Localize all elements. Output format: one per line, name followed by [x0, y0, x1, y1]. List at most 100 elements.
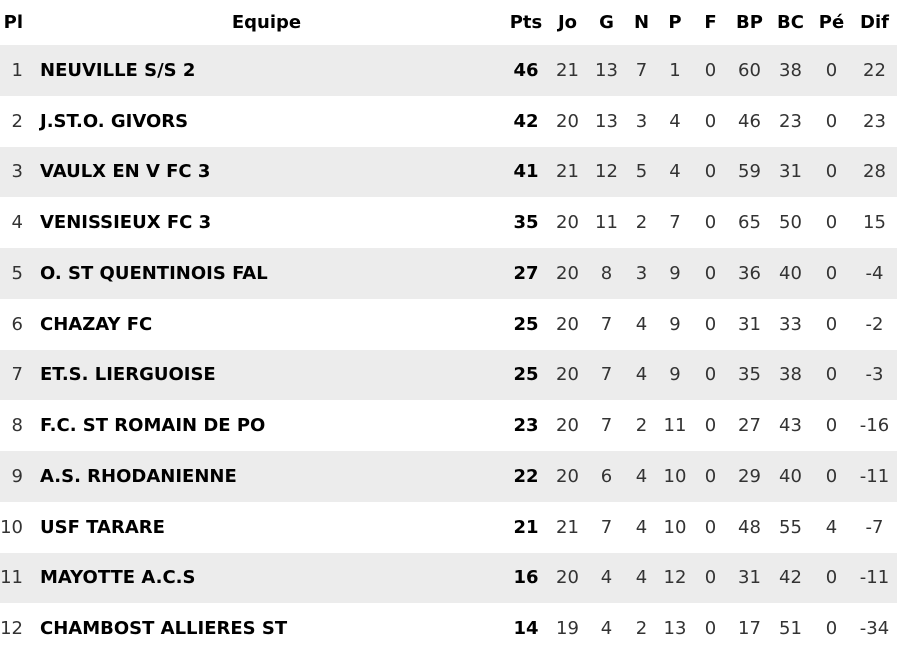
cell-jo: 20: [556, 212, 579, 234]
cell-n: 4: [635, 567, 648, 589]
cell-jo: 20: [556, 364, 579, 386]
cell-dif: 22: [863, 59, 886, 81]
team-name: O. ST QUENTINOIS FAL: [40, 262, 268, 284]
cell-jo: 20: [556, 262, 579, 284]
column-header-dif: Dif: [860, 12, 889, 33]
cell-p: 4: [669, 161, 681, 183]
cell-f: 0: [704, 465, 717, 487]
team-name: J.ST.O. GIVORS: [40, 110, 189, 132]
table-row: 3 VAULX EN V FC 3 41 21 12 5 4 0 59 31 0 28: [0, 146, 897, 198]
standings-rows: 1 NEUVILLE S/S 2 46 21 13 7 1 0 60 38 0 22 2 J.ST.O. …: [0, 45, 897, 654]
cell-p: 9: [669, 262, 681, 284]
table-row: 6 CHAZAY FC 25 20 7 4 9 0 31 33 0 -2: [0, 298, 897, 350]
cell-pl: 1: [11, 59, 23, 81]
cell-p: 4: [669, 110, 681, 132]
cell-pl: 5: [11, 262, 23, 284]
cell-bp: 36: [738, 262, 761, 284]
cell-pl: 11: [0, 567, 23, 589]
table-row: 5 O. ST QUENTINOIS FAL 27 20 8 3 9 0 36 40 0 -4: [0, 248, 897, 299]
cell-p: 11: [663, 415, 687, 437]
cell-bp: 59: [738, 161, 761, 183]
cell-pl: 7: [11, 364, 23, 386]
cell-g: 6: [600, 465, 613, 487]
cell-pts: 42: [513, 110, 539, 132]
cell-g: 7: [600, 415, 613, 437]
cell-p: 9: [669, 364, 681, 386]
cell-pts: 25: [513, 364, 539, 386]
cell-pe: 0: [825, 59, 838, 81]
table-row: 12 CHAMBOST ALLIERES ST 14 19 4 2 13 0 17 51 0 -34: [0, 603, 897, 654]
column-header-n: N: [633, 12, 650, 33]
column-header-pe: Pé: [818, 12, 845, 33]
cell-dif: -3: [865, 364, 884, 386]
cell-p: 9: [669, 313, 681, 335]
cell-n: 4: [635, 313, 648, 335]
cell-dif: -11: [859, 465, 890, 487]
cell-jo: 21: [556, 516, 579, 538]
team-name: CHAZAY FC: [40, 313, 153, 335]
cell-bc: 23: [779, 110, 802, 132]
cell-bp: 35: [738, 364, 761, 386]
cell-bp: 17: [738, 618, 761, 640]
cell-bc: 33: [779, 313, 802, 335]
cell-pts: 35: [513, 212, 539, 234]
column-header-p: P: [668, 12, 682, 33]
cell-bp: 29: [738, 465, 761, 487]
table-row: 1 NEUVILLE S/S 2 46 21 13 7 1 0 60 38 0 22: [0, 45, 897, 96]
cell-pl: 9: [11, 465, 23, 487]
table-row: 11 MAYOTTE A.C.S 16 20 4 4 12 0 31 42 0 -11: [0, 552, 897, 604]
team-name: ET.S. LIERGUOISE: [40, 364, 216, 386]
cell-p: 10: [663, 465, 687, 487]
cell-n: 2: [635, 618, 648, 640]
cell-bc: 40: [779, 262, 802, 284]
cell-jo: 20: [556, 415, 579, 437]
table-row: 7 ET.S. LIERGUOISE 25 20 7 4 9 0 35 38 0 -3: [0, 349, 897, 401]
cell-bp: 60: [738, 59, 761, 81]
cell-pe: 0: [825, 262, 838, 284]
cell-dif: -11: [859, 567, 890, 589]
cell-g: 7: [600, 313, 613, 335]
column-header-equipe: Equipe: [231, 12, 302, 33]
team-name: MAYOTTE A.C.S: [40, 567, 196, 589]
team-name: CHAMBOST ALLIERES ST: [40, 618, 288, 640]
cell-bp: 31: [738, 313, 761, 335]
team-name: USF TARARE: [40, 516, 165, 538]
cell-n: 5: [635, 161, 648, 183]
cell-n: 4: [635, 364, 648, 386]
cell-g: 11: [595, 212, 618, 234]
column-header-g: G: [599, 12, 614, 33]
cell-dif: -16: [859, 415, 890, 437]
cell-g: 4: [600, 618, 613, 640]
cell-p: 1: [669, 59, 681, 81]
cell-jo: 21: [556, 161, 579, 183]
cell-n: 4: [635, 465, 648, 487]
cell-pe: 4: [825, 516, 838, 538]
cell-f: 0: [704, 262, 717, 284]
cell-g: 12: [595, 161, 618, 183]
cell-bc: 50: [779, 212, 802, 234]
cell-bc: 42: [779, 567, 802, 589]
cell-pl: 8: [11, 415, 23, 437]
cell-bc: 55: [779, 516, 802, 538]
cell-bc: 51: [779, 618, 802, 640]
cell-dif: -4: [865, 262, 884, 284]
cell-pts: 22: [513, 465, 539, 487]
cell-n: 4: [635, 516, 648, 538]
column-header-bc: BC: [777, 12, 804, 33]
cell-dif: 23: [863, 110, 886, 132]
team-name: VAULX EN V FC 3: [40, 161, 211, 183]
cell-pts: 46: [513, 59, 539, 81]
cell-f: 0: [704, 516, 717, 538]
cell-f: 0: [704, 364, 717, 386]
team-name: A.S. RHODANIENNE: [40, 465, 237, 487]
cell-bc: 31: [779, 161, 802, 183]
cell-jo: 20: [556, 465, 579, 487]
cell-f: 0: [704, 567, 717, 589]
cell-g: 13: [595, 59, 618, 81]
cell-f: 0: [704, 618, 717, 640]
table-row: 9 A.S. RHODANIENNE 22 20 6 4 10 0 29 40 0 -11: [0, 451, 897, 502]
cell-pts: 16: [513, 567, 539, 589]
cell-pe: 0: [825, 618, 838, 640]
cell-pe: 0: [825, 567, 838, 589]
cell-pe: 0: [825, 364, 838, 386]
